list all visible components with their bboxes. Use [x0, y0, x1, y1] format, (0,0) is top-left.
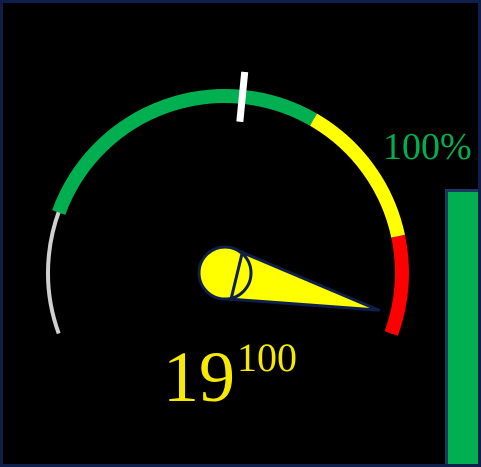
- gauge-needle-hub-divider: [229, 250, 245, 302]
- gauge-green-zone: [52, 89, 317, 215]
- gauge-yellow-zone: [309, 113, 405, 238]
- gauge-reading-value: 19: [163, 337, 235, 417]
- level-bar-fill: [448, 192, 478, 464]
- gauge-target-marker: [236, 71, 249, 123]
- gauge-reading: 19100: [163, 338, 297, 414]
- gauge-reading-superscript: 100: [237, 335, 297, 380]
- level-percent-label: 100%: [383, 126, 472, 168]
- level-bar: [445, 189, 478, 464]
- gauge-needle-hub: [197, 245, 253, 301]
- gauge-red-zone: [384, 234, 409, 336]
- gauge-dial: [46, 71, 409, 336]
